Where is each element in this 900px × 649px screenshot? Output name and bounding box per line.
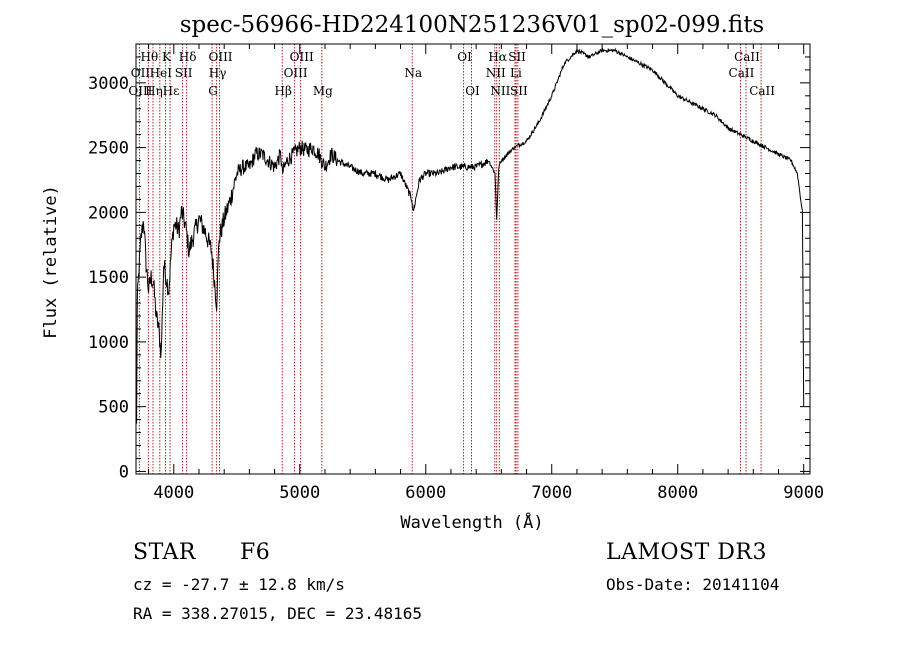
plot-frame <box>135 43 811 475</box>
marker-label: OI <box>465 84 480 98</box>
coordinates: RA = 338.27015, DEC = 23.48165 <box>133 604 422 623</box>
y-axis-label: Flux (relative) <box>41 185 61 339</box>
marker-label: Hθ <box>140 50 158 64</box>
marker-label: SII <box>510 84 528 98</box>
marker-label: Hγ <box>209 66 227 80</box>
observation-date: Obs-Date: 20141104 <box>606 575 780 594</box>
marker-label: OII <box>131 66 151 80</box>
y-tick-label: 500 <box>98 398 129 418</box>
marker-label: CaII <box>734 50 760 64</box>
marker-label: Li <box>510 66 522 80</box>
marker-label: OIII <box>208 50 232 64</box>
y-axis-ticks: 0 500 1000 1500 2000 2500 3000 <box>88 56 810 482</box>
object-class: STAR <box>133 540 196 565</box>
survey-name: LAMOST DR3 <box>606 540 767 565</box>
marker-label: SII <box>175 66 193 80</box>
marker-label: K <box>162 50 172 64</box>
x-tick-label: 8000 <box>657 483 698 503</box>
marker-label: Hβ <box>275 84 292 98</box>
x-tick-label: 5000 <box>279 483 320 503</box>
marker-label: Hα <box>488 50 507 64</box>
x-axis-label: Wavelength (Å) <box>400 511 543 533</box>
y-tick-label: 1500 <box>88 268 129 288</box>
marker-label: OIII <box>290 50 314 64</box>
marker-label: CaII <box>729 66 755 80</box>
emission-line-markers <box>138 44 762 474</box>
marker-label: Na <box>404 66 422 80</box>
y-tick-label: 1000 <box>88 333 129 353</box>
marker-label: HeI <box>150 66 173 80</box>
marker-label: G <box>208 84 218 98</box>
marker-label: OIII <box>284 66 308 80</box>
flux-series-line <box>135 47 805 424</box>
y-tick-label: 2000 <box>88 203 129 223</box>
x-tick-label: 7000 <box>531 483 572 503</box>
marker-label: OIII <box>128 84 152 98</box>
marker-label: NII <box>490 84 510 98</box>
marker-label: Mg <box>313 84 333 98</box>
marker-label: Hδ <box>179 50 197 64</box>
marker-label: NII <box>486 66 506 80</box>
emission-line-labels: Hθ OII OIII K HeI Hη Hε SII Hδ OIII Hγ G Hβ OIII OIII M… <box>128 50 775 98</box>
chart-title: spec-56966-HD224100N251236V01_sp02-099.f… <box>180 12 765 38</box>
redshift-velocity: cz = -27.7 ± 12.8 km/s <box>133 575 345 594</box>
spectrum-chart: Hθ OII OIII K HeI Hη Hε SII Hδ OIII Hγ G Hβ OIII OIII M… <box>41 12 824 533</box>
y-tick-label: 3000 <box>88 74 129 94</box>
y-tick-label: 0 <box>119 462 129 482</box>
y-tick-label: 2500 <box>88 139 129 159</box>
marker-label: Hη <box>145 84 163 98</box>
spectral-subclass: F6 <box>240 540 271 565</box>
x-axis-ticks: 4000 5000 6000 7000 8000 9000 <box>148 44 824 503</box>
marker-label: CaII <box>749 84 775 98</box>
x-tick-label: 4000 <box>153 483 194 503</box>
marker-label: Hε <box>163 84 180 98</box>
marker-label: OI <box>457 50 472 64</box>
x-tick-label: 9000 <box>783 483 824 503</box>
marker-label: SII <box>508 50 526 64</box>
x-tick-label: 6000 <box>405 483 446 503</box>
